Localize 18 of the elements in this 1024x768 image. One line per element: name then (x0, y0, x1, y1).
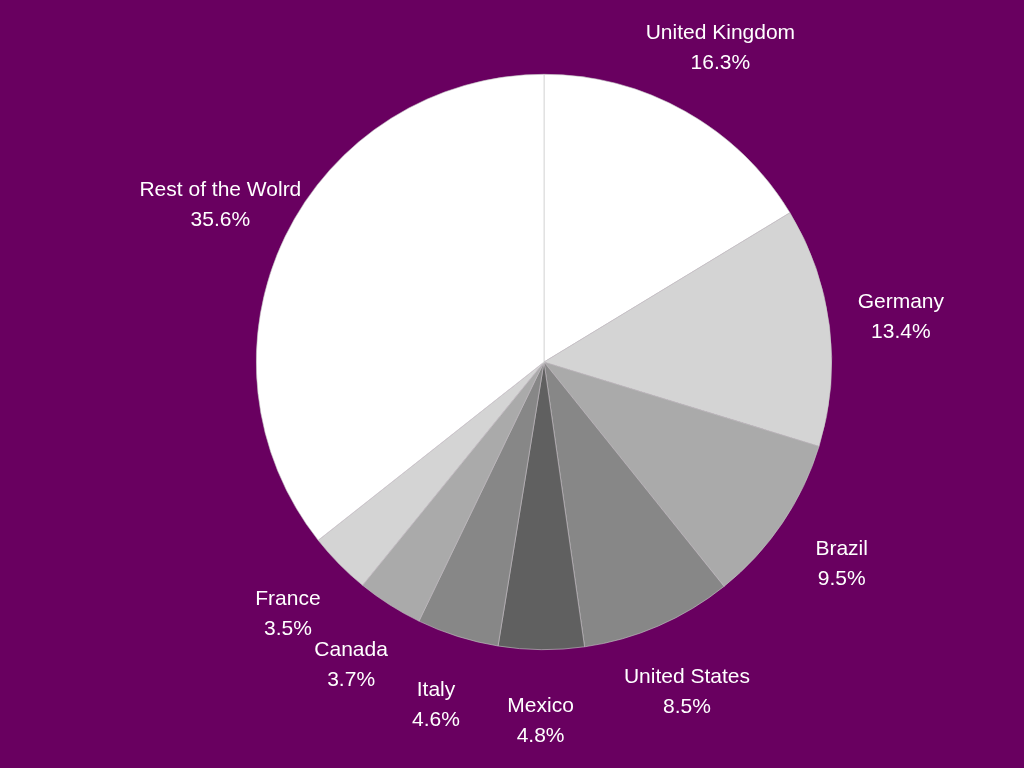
data-label: 16.3% (690, 50, 751, 74)
slice-label: United Kingdom (645, 20, 796, 44)
slice-label: Germany (857, 289, 945, 313)
slice-label: Brazil (815, 535, 868, 559)
data-label: 4.8% (516, 723, 565, 747)
data-label: 9.5% (817, 565, 866, 589)
slice-label: United States (623, 663, 750, 687)
slice-label: Rest of the Wolrd (139, 176, 302, 200)
slice-label: Italy (416, 676, 456, 700)
data-label: 3.7% (327, 667, 376, 691)
data-label: 13.4% (871, 319, 931, 343)
data-label: 3.5% (263, 616, 312, 640)
slice-label: Canada (314, 637, 389, 661)
data-label: 8.5% (663, 693, 711, 717)
slice-label: Mexico (507, 693, 574, 717)
data-label: 35.6% (190, 206, 251, 230)
slice-label: France (255, 586, 321, 610)
data-label: 4.6% (412, 706, 460, 730)
